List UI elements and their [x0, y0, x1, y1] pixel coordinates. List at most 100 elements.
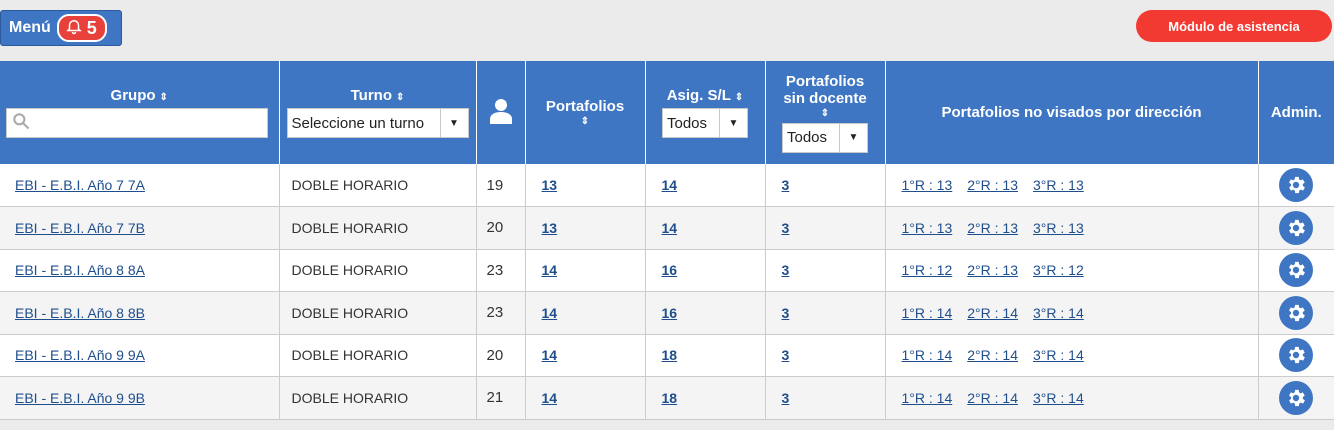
groups-table: Grupo ⇕ Turno ⇕ Seleccione un turno ▼: [0, 61, 1334, 420]
grupo-search-box[interactable]: [6, 108, 268, 138]
gear-icon[interactable]: [1279, 380, 1314, 415]
menu-button[interactable]: Menú 5: [0, 10, 122, 46]
asig-select[interactable]: Todos ▼: [662, 108, 748, 138]
portafolios-link[interactable]: 14: [541, 304, 558, 321]
portafolios-link[interactable]: 14: [541, 347, 558, 364]
sin-docente-select[interactable]: Todos ▼: [782, 122, 868, 153]
chevron-down-icon[interactable]: ▼: [719, 109, 747, 137]
turno-cell: DOBLE HORARIO: [279, 291, 477, 335]
sin-docente-link[interactable]: 3: [781, 347, 790, 364]
turno-select-value: Seleccione un turno: [291, 114, 425, 132]
grupo-link[interactable]: EBI - E.B.I. Año 7 7A: [15, 177, 145, 193]
col-turno[interactable]: Turno ⇕ Seleccione un turno ▼: [279, 61, 477, 164]
portafolios-link[interactable]: 13: [541, 177, 558, 193]
portafolios-link[interactable]: 13: [541, 219, 558, 236]
portafolios-cell: 13: [525, 206, 646, 250]
grupo-cell: EBI - E.B.I. Año 8 8A: [0, 249, 280, 292]
sort-icon[interactable]: ⇕: [159, 92, 168, 103]
sin-docente-select-value: Todos: [787, 129, 828, 146]
turno-select[interactable]: Seleccione un turno ▼: [286, 108, 469, 138]
table-row: EBI - E.B.I. Año 8 8B DOBLE HORARIO 23 14 16…: [0, 291, 1334, 335]
r3-link[interactable]: 3°R : 14: [1033, 347, 1084, 364]
gear-icon[interactable]: [1279, 295, 1314, 330]
r2-link[interactable]: 2°R : 14: [967, 304, 1018, 321]
r1-link[interactable]: 1°R : 12: [901, 262, 953, 279]
turno-cell: DOBLE HORARIO: [279, 164, 477, 207]
asig-link[interactable]: 16: [661, 304, 678, 321]
r2-link[interactable]: 2°R : 14: [967, 389, 1018, 406]
sin-docente-link[interactable]: 3: [781, 219, 790, 236]
sin-docente-link[interactable]: 3: [781, 262, 790, 279]
notification-badge[interactable]: 5: [56, 14, 107, 42]
col-sin-docente-label-2: sin docente: [783, 89, 867, 107]
alumnos-cell: 20: [476, 206, 526, 250]
gear-icon[interactable]: [1279, 253, 1314, 288]
col-no-visados-label: Portafolios no visados por dirección: [941, 104, 1202, 121]
no-visados-cell: 1°R : 13 2°R : 13 3°R : 13: [885, 206, 1259, 250]
sin-docente-link[interactable]: 3: [781, 304, 790, 321]
col-portafolios[interactable]: Portafolios ⇕: [525, 61, 646, 164]
asig-link[interactable]: 18: [661, 347, 678, 364]
asig-link[interactable]: 18: [661, 389, 678, 406]
chevron-down-icon[interactable]: ▼: [839, 123, 867, 152]
asig-link[interactable]: 14: [661, 177, 678, 193]
r1-link[interactable]: 1°R : 13: [901, 219, 953, 236]
col-admin: Admin.: [1258, 61, 1334, 164]
r1-link[interactable]: 1°R : 14: [901, 304, 953, 321]
sin-docente-cell: 3: [765, 334, 886, 377]
asig-select-value: Todos: [667, 114, 708, 132]
r1-link[interactable]: 1°R : 14: [901, 347, 953, 364]
bell-icon: [65, 17, 83, 40]
sort-icon[interactable]: ⇕: [395, 92, 405, 103]
top-bar: Menú 5 Módulo de asistencia: [0, 0, 1334, 60]
r3-link[interactable]: 3°R : 14: [1033, 389, 1084, 406]
r2-link[interactable]: 2°R : 13: [967, 177, 1018, 193]
grupo-link[interactable]: EBI - E.B.I. Año 9 9B: [15, 389, 145, 406]
alumnos-cell: 23: [476, 291, 526, 335]
portafolios-link[interactable]: 14: [541, 262, 558, 279]
sort-icon[interactable]: ⇕: [580, 116, 590, 127]
grupo-link[interactable]: EBI - E.B.I. Año 8 8A: [15, 262, 145, 279]
sort-icon[interactable]: ⇕: [820, 107, 830, 119]
sin-docente-link[interactable]: 3: [781, 177, 790, 193]
turno-cell: DOBLE HORARIO: [279, 206, 477, 250]
r1-link[interactable]: 1°R : 13: [901, 177, 953, 193]
sin-docente-cell: 3: [765, 164, 886, 207]
grupo-link[interactable]: EBI - E.B.I. Año 8 8B: [15, 304, 145, 321]
grupo-link[interactable]: EBI - E.B.I. Año 9 9A: [15, 347, 145, 364]
col-asig[interactable]: Asig. S/L ⇕ Todos ▼: [645, 61, 766, 164]
r2-link[interactable]: 2°R : 13: [967, 262, 1018, 279]
asistencia-button[interactable]: Módulo de asistencia: [1136, 10, 1332, 42]
col-portafolios-label: Portafolios: [545, 98, 625, 115]
chevron-down-icon[interactable]: ▼: [439, 109, 468, 137]
col-grupo-label: Grupo: [110, 87, 156, 104]
menu-label: Menú: [9, 19, 51, 36]
grupo-search-input[interactable]: [31, 110, 267, 136]
sort-icon[interactable]: ⇕: [734, 92, 744, 103]
asig-cell: 18: [645, 334, 766, 377]
portafolios-link[interactable]: 14: [541, 389, 558, 406]
gear-icon[interactable]: [1279, 210, 1314, 245]
gear-icon[interactable]: [1279, 338, 1314, 373]
sin-docente-link[interactable]: 3: [781, 389, 790, 406]
r2-link[interactable]: 2°R : 13: [967, 219, 1018, 236]
r3-link[interactable]: 3°R : 12: [1033, 262, 1084, 279]
r3-link[interactable]: 3°R : 14: [1033, 304, 1084, 321]
asig-cell: 14: [645, 164, 766, 207]
r1-link[interactable]: 1°R : 14: [901, 389, 953, 406]
r3-link[interactable]: 3°R : 13: [1033, 177, 1084, 193]
table-row: EBI - E.B.I. Año 9 9A DOBLE HORARIO 20 14 18…: [0, 334, 1334, 377]
sin-docente-cell: 3: [765, 376, 886, 420]
col-sin-docente[interactable]: Portafolios sin docente ⇕ Todos ▼: [765, 61, 886, 164]
asig-link[interactable]: 16: [661, 262, 678, 279]
r3-link[interactable]: 3°R : 13: [1033, 219, 1084, 236]
col-grupo[interactable]: Grupo ⇕: [0, 61, 280, 164]
r2-link[interactable]: 2°R : 14: [967, 347, 1018, 364]
grupo-link[interactable]: EBI - E.B.I. Año 7 7B: [15, 219, 145, 236]
asig-cell: 14: [645, 206, 766, 250]
gear-icon[interactable]: [1279, 168, 1314, 202]
admin-cell: [1258, 376, 1334, 420]
no-visados-cell: 1°R : 14 2°R : 14 3°R : 14: [885, 334, 1259, 377]
asig-link[interactable]: 14: [661, 219, 678, 236]
portafolios-cell: 13: [525, 164, 646, 207]
